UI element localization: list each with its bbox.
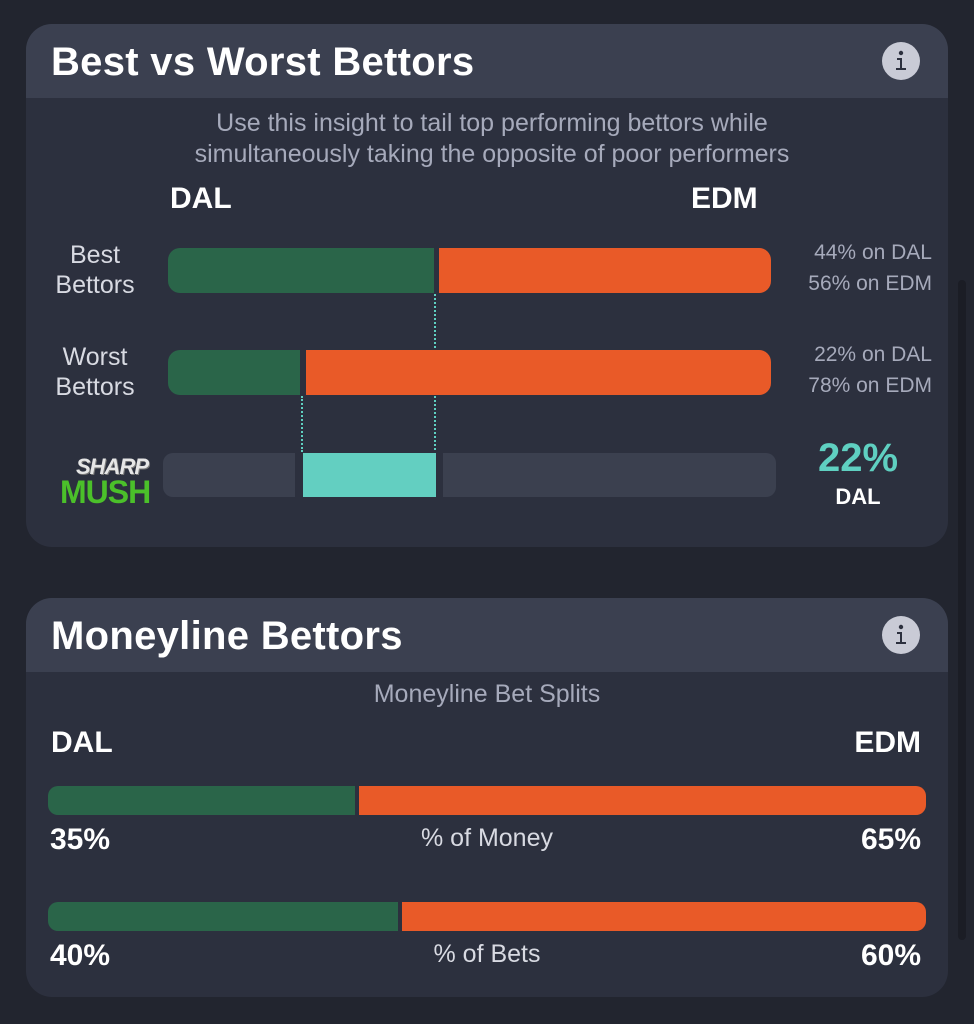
card-title: Moneyline Bettors <box>51 614 403 658</box>
label-line: Worst <box>62 343 128 371</box>
bets-label: % of Bets <box>433 940 541 968</box>
sharp-mush-value: 22% <box>817 436 899 480</box>
card-header: Moneyline Bettors <box>26 598 948 672</box>
edm-segment <box>306 350 771 395</box>
edm-segment <box>439 248 771 293</box>
differential-segment <box>303 453 436 497</box>
subtitle-line-2: simultaneously taking the opposite of po… <box>194 140 790 168</box>
best-split-connector <box>434 294 436 348</box>
dal-segment <box>48 786 355 815</box>
best-bettors-label: Best Bettors <box>40 240 150 300</box>
money-dal-pct: 35% <box>50 823 111 856</box>
gray-segment-left <box>163 453 295 497</box>
bets-edm-pct: 60% <box>860 939 921 972</box>
edm-segment <box>359 786 926 815</box>
subtitle-line-1: Use this insight to tail top performing … <box>216 109 768 137</box>
team-left-label: DAL <box>170 182 232 215</box>
worst-bettors-bar <box>168 350 771 395</box>
bets-split-bar <box>48 902 926 931</box>
worst-split-connector <box>301 396 303 452</box>
money-split-bar <box>48 786 926 815</box>
worst-bettors-label: Worst Bettors <box>40 342 150 402</box>
worst-bettors-pcts: 22% on DAL 78% on EDM <box>762 339 932 401</box>
logo-mush-text: MUSH <box>60 474 151 510</box>
money-label: % of Money <box>420 824 553 852</box>
bets-dal-pct: 40% <box>50 939 111 972</box>
moneyline-card: Moneyline Bettors Moneyline Bet Splits D… <box>26 598 948 997</box>
money-edm-pct: 65% <box>860 823 921 856</box>
dal-pct-text: 22% on DAL <box>814 343 932 366</box>
label-line: Bettors <box>55 271 135 299</box>
logo-sharp-text: SHARP <box>76 454 149 479</box>
info-icon[interactable] <box>882 42 920 80</box>
best-vs-worst-card: Best vs Worst Bettors Use this insight t… <box>26 24 948 547</box>
team-right-label: EDM <box>691 182 758 215</box>
best-bettors-bar <box>168 248 771 293</box>
edm-pct-text: 78% on EDM <box>808 374 932 397</box>
card-title: Best vs Worst Bettors <box>51 40 475 84</box>
sharp-mush-team: DAL <box>835 484 881 509</box>
gray-segment-right <box>443 453 776 497</box>
split-title: Moneyline Bet Splits <box>373 680 601 708</box>
best-split-connector-lower <box>434 396 436 450</box>
edm-pct-text: 56% on EDM <box>808 272 932 295</box>
edm-segment <box>402 902 926 931</box>
insight-subtitle: Use this insight to tail top performing … <box>26 108 948 170</box>
dal-segment <box>168 248 434 293</box>
label-line: Best <box>69 241 121 269</box>
info-icon[interactable] <box>882 616 920 654</box>
dal-segment <box>168 350 300 395</box>
label-line: Bettors <box>55 373 135 401</box>
team-left-label: DAL <box>51 726 113 759</box>
dal-pct-text: 44% on DAL <box>814 241 932 264</box>
best-bettors-pcts: 44% on DAL 56% on EDM <box>762 237 932 299</box>
team-right-label: EDM <box>854 726 921 759</box>
card-header: Best vs Worst Bettors <box>26 24 948 98</box>
scrollbar[interactable] <box>958 280 966 940</box>
sharp-mush-logo: SHARP MUSH <box>46 452 176 514</box>
sharp-mush-bar <box>163 453 776 497</box>
dal-segment <box>48 902 398 931</box>
